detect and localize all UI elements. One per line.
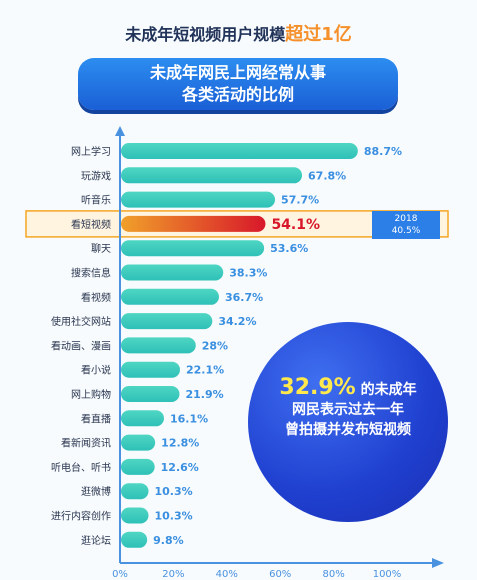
stat-percent: 32.9% [279, 375, 356, 400]
x-axis-arrow [432, 558, 444, 568]
y-axis-arrow [115, 126, 125, 136]
value-label: 88.7% [364, 145, 402, 158]
bar [121, 410, 164, 427]
bar [121, 434, 156, 451]
bar [121, 313, 213, 330]
value-label: 38.3% [229, 267, 267, 280]
bar [121, 386, 180, 402]
bar [121, 483, 149, 500]
stat-line-2: 网民表示过去一年 [292, 402, 404, 418]
category-label: 进行内容创作 [51, 510, 111, 523]
category-label: 看小说 [81, 364, 111, 377]
value-label: 9.8% [153, 534, 184, 547]
bar [121, 507, 149, 524]
category-label: 网上购物 [71, 388, 111, 401]
bar [121, 288, 219, 305]
headline-highlight: 超过1亿 [285, 24, 352, 45]
bar [121, 191, 276, 208]
category-label: 看视频 [81, 291, 111, 304]
value-label: 12.6% [161, 461, 199, 474]
bar [121, 167, 303, 184]
value-label: 10.3% [155, 510, 193, 523]
category-label: 看新闻资讯 [61, 437, 111, 450]
category-label: 听电台、听书 [51, 461, 111, 474]
value-label: 53.6% [270, 242, 308, 255]
category-label: 看直播 [81, 412, 111, 425]
bar [121, 143, 358, 159]
value-label: 57.7% [281, 194, 319, 207]
comparison-year: 2018 [394, 214, 418, 224]
stat-line-3: 曾拍摄并发布短视频 [285, 422, 411, 438]
x-tick-label: 40% [216, 569, 238, 580]
bar [121, 240, 265, 257]
bar [121, 264, 224, 281]
value-label: 12.8% [161, 437, 199, 450]
comparison-value: 40.5% [391, 226, 421, 236]
category-label: 逛微博 [81, 485, 111, 498]
value-label: 28% [202, 339, 228, 352]
chart-headline: 未成年短视频用户规模超过1亿 [0, 20, 477, 46]
banner-line-1: 未成年网民上网经常从事 [149, 63, 326, 82]
bar [121, 215, 266, 232]
category-label: 看短视频 [71, 218, 111, 231]
stat-callout-circle: 32.9% 的未成年 网民表示过去一年 曾拍摄并发布短视频 [248, 322, 448, 522]
category-label: 搜索信息 [71, 267, 111, 280]
x-tick-label: 100% [373, 569, 402, 580]
headline-text: 未成年短视频用户规模 [125, 25, 286, 44]
category-label: 逛论坛 [81, 534, 111, 547]
category-label: 听音乐 [81, 194, 111, 207]
banner-line-2: 各类活动的比例 [181, 85, 294, 104]
value-label: 22.1% [186, 364, 224, 377]
value-label: 54.1% [271, 217, 320, 233]
x-tick-label: 20% [162, 569, 184, 580]
comparison-badge-2018: 2018 40.5% [372, 211, 440, 239]
x-tick-label: 0% [112, 569, 128, 580]
bar [121, 361, 181, 378]
category-label: 使用社交网站 [51, 315, 111, 328]
value-label: 67.8% [308, 169, 346, 182]
bar [121, 531, 148, 548]
value-label: 16.1% [170, 412, 208, 425]
stat-line-1-suffix: 的未成年 [360, 382, 417, 398]
category-label: 聊天 [91, 242, 111, 255]
bar [121, 458, 155, 475]
value-label: 10.3% [155, 485, 193, 498]
stat-line-1: 32.9% 的未成年 [248, 375, 448, 400]
value-label: 36.7% [225, 291, 263, 304]
bar [121, 337, 196, 354]
value-label: 21.9% [185, 388, 223, 401]
x-tick-label: 60% [269, 569, 291, 580]
category-label: 看动画、漫画 [51, 339, 111, 352]
value-label: 34.2% [218, 315, 256, 328]
category-label: 玩游戏 [81, 169, 111, 182]
category-label: 网上学习 [71, 145, 111, 158]
x-tick-label: 80% [322, 569, 344, 580]
chart-title-banner: 未成年网民上网经常从事 各类活动的比例 [78, 58, 398, 110]
